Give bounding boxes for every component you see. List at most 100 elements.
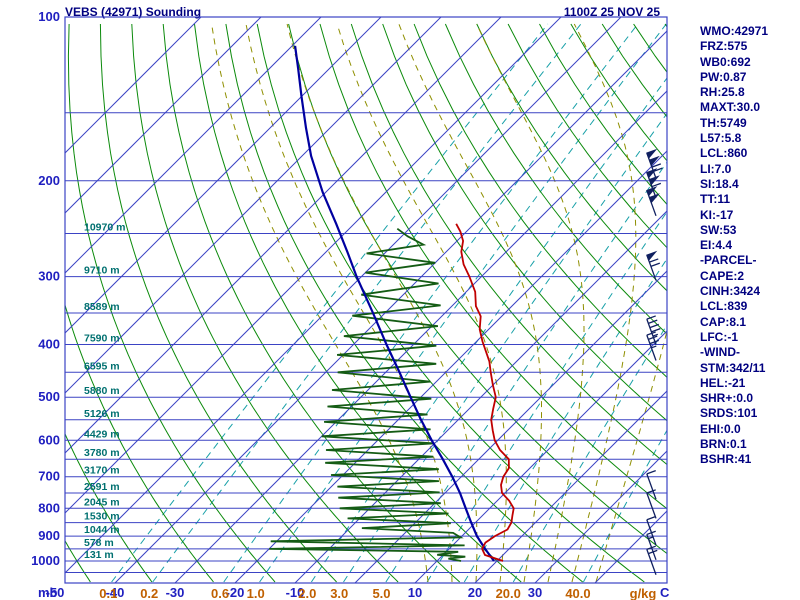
temp-axis-label: 10 (408, 585, 422, 600)
mixing-ratio-line (385, 161, 667, 583)
mixing-ratio-line (152, 23, 582, 583)
dry-adiabat-line (444, 23, 667, 335)
isotherm-line (65, 17, 622, 574)
stat-line: KI:-17 (700, 207, 734, 222)
stat-line: SW:53 (700, 222, 737, 237)
pressure-axis-label: 600 (38, 432, 60, 447)
height-label: 7590 m (84, 333, 120, 345)
isotherm-line (65, 17, 562, 514)
pressure-axis-label: 800 (38, 500, 60, 515)
temp-axis-label: -30 (166, 585, 185, 600)
mixing-axis-label: 20.0 (496, 586, 521, 600)
chart-title: VEBS (42971) Sounding (65, 5, 202, 19)
mixing-ratio-line (223, 23, 639, 583)
wind-barb (646, 470, 657, 500)
mixing-axis-label: 5.0 (372, 586, 390, 600)
stat-line: BRN:0.1 (700, 437, 747, 452)
stat-line: RH:25.8 (700, 85, 745, 100)
isotherm-line (65, 17, 442, 394)
mixing-ratio-line (426, 210, 667, 583)
stat-line: LFC:-1 (700, 329, 738, 344)
wind-barb (646, 489, 657, 519)
dewpoint-trace (269, 227, 466, 562)
stat-line: SRDS:101 (700, 406, 758, 421)
plot-frame (64, 16, 668, 584)
stat-line: PW:0.87 (700, 69, 747, 84)
dry-adiabat-line (225, 23, 584, 583)
mixing-axis-label: 2.0 (298, 586, 316, 600)
wind-barb (646, 168, 662, 199)
stat-line: WB0:692 (700, 54, 751, 69)
dry-adiabat-line (413, 23, 667, 378)
stat-line: MAXT:30.0 (700, 100, 761, 115)
sounding-datetime: 1100Z 25 NOV 25 (563, 5, 660, 19)
pressure-unit-label: mb (38, 585, 58, 600)
height-label: 5126 m (84, 408, 120, 420)
pressure-axis-label: 200 (38, 173, 60, 188)
height-label: 10970 m (84, 221, 125, 233)
temp-axis-label: -50 (46, 585, 65, 600)
moist-adiabat-line (286, 23, 478, 583)
wind-barb (646, 148, 663, 179)
stat-line: SHR+:0.0 (700, 391, 754, 406)
stat-line: LI:7.0 (700, 161, 732, 176)
temp-axis-label: -20 (226, 585, 245, 600)
stat-line: CAPE:2 (700, 268, 745, 283)
temp-axis-label: 20 (468, 585, 482, 600)
stat-line: -PARCEL- (700, 253, 757, 268)
stat-line: -WIND- (700, 345, 740, 360)
wind-barb (646, 331, 659, 361)
mixing-ratio-line (310, 77, 667, 583)
isotherm-line (534, 450, 667, 583)
stat-line: L57:5.8 (700, 131, 742, 146)
dry-adiabat-line (65, 303, 214, 583)
stat-line: LCL:839 (700, 299, 748, 314)
height-label: 1530 m (84, 511, 120, 523)
moist-adiabat-line (211, 23, 429, 583)
moist-adiabat-line (245, 23, 453, 583)
isotherm-line (65, 17, 502, 454)
pressure-axis-label: 400 (38, 337, 60, 352)
dry-adiabat-line (162, 23, 461, 583)
height-label: 578 m (84, 537, 114, 549)
height-label: 4429 m (84, 428, 120, 440)
mixing-axis-label: 3.0 (330, 586, 348, 600)
moist-adiabat-line (595, 329, 667, 583)
pressure-axis-label: 500 (38, 389, 60, 404)
dry-adiabat-line (382, 23, 667, 422)
stat-line: HEL:-21 (700, 375, 746, 390)
height-label: 9710 m (84, 265, 120, 277)
isotherm-line (65, 17, 322, 274)
moist-adiabat-line (336, 23, 507, 583)
wind-barb (646, 545, 658, 575)
stats-panel: WMO:42971 FRZ:575 WB0:692 PW:0.87 RH:25.8 MAX… (700, 24, 768, 468)
height-label: 8589 m (84, 301, 120, 313)
moist-adiabat-line (476, 23, 585, 583)
height-label: 2591 m (84, 481, 120, 493)
mixing-axis-label: 40.0 (565, 586, 590, 600)
wind-barb (646, 515, 657, 546)
plot-area (65, 17, 667, 583)
mixing-axis-label: 0.2 (140, 586, 158, 600)
moist-adiabat-line (571, 23, 637, 583)
pressure-axis-label: 1000 (31, 553, 60, 568)
temp-axis-label: -40 (106, 585, 125, 600)
isotherm-line (65, 17, 202, 154)
stat-line: LCL:860 (700, 146, 748, 161)
stat-line: BSHR:41 (700, 452, 752, 467)
height-label: 5880 m (84, 385, 120, 397)
dry-adiabat-line (67, 23, 276, 583)
stat-line: EHI:0.0 (700, 421, 741, 436)
mixing-axis-label: 1.0 (247, 586, 265, 600)
temp-axis-label: -10 (286, 585, 305, 600)
height-label: 2045 m (84, 496, 120, 508)
isotherm-line (65, 17, 382, 334)
pressure-axis-label: 900 (38, 528, 60, 543)
stat-line: STM:342/11 (700, 360, 766, 375)
stat-line: FRZ:575 (700, 39, 748, 54)
stat-line: CINH:3424 (700, 284, 761, 299)
stat-line: CAP:8.1 (700, 314, 747, 329)
isotherm-line (414, 330, 667, 583)
